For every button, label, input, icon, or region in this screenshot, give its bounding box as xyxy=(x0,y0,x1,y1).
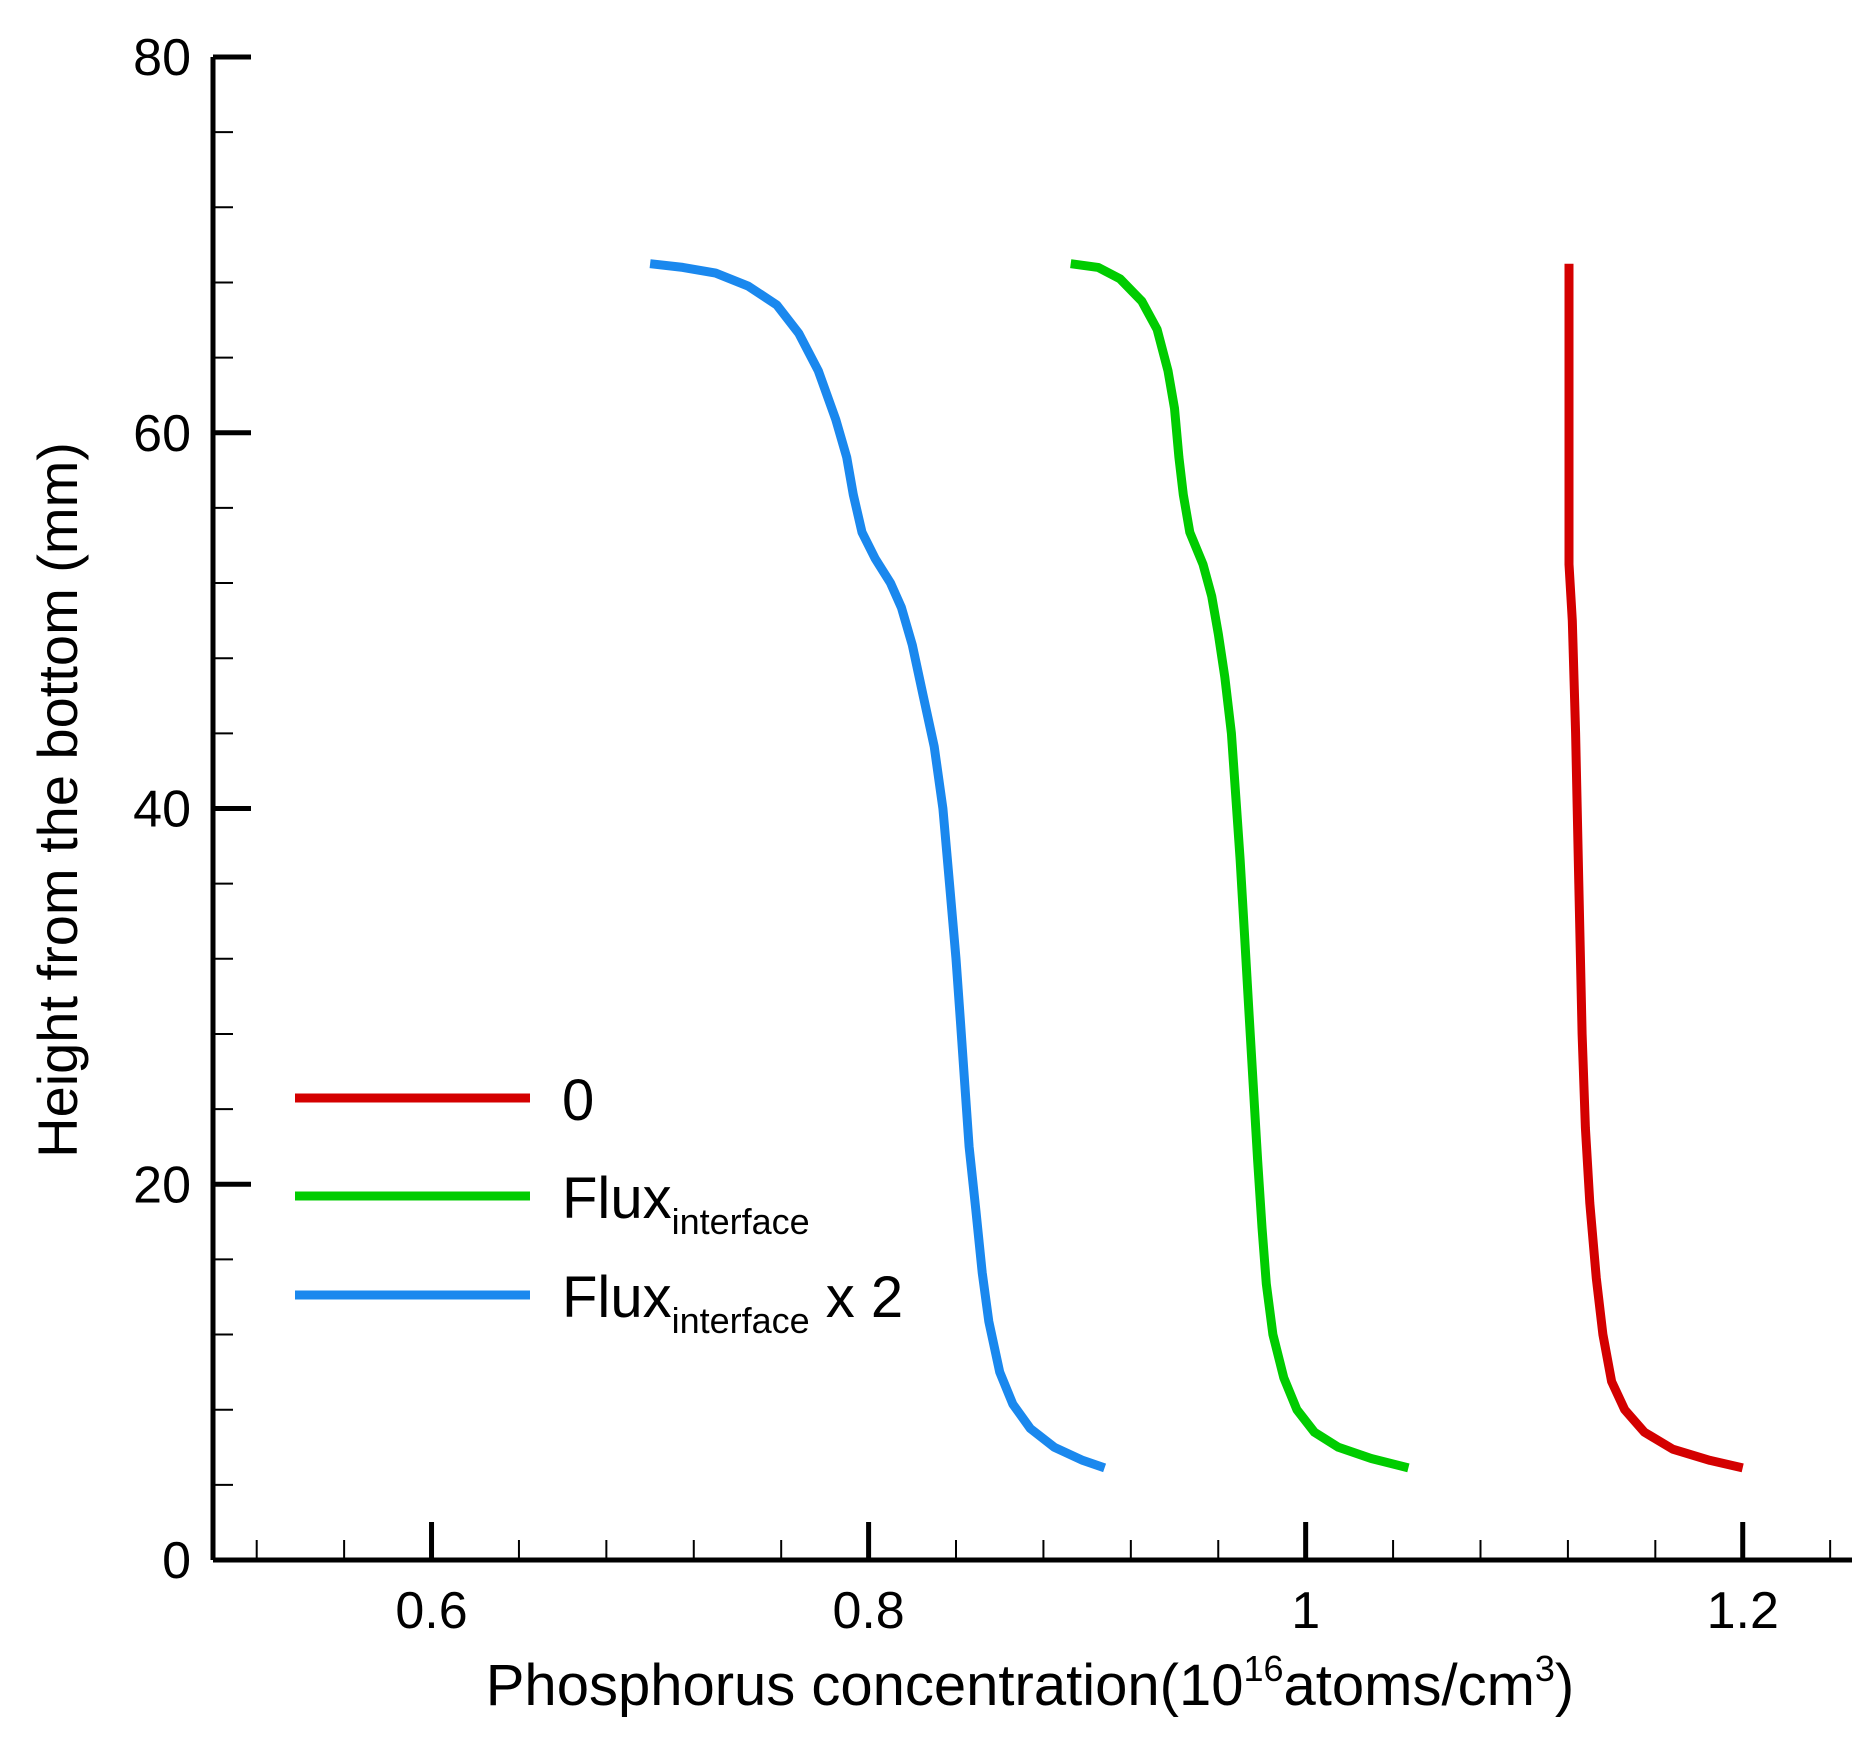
series-line-3 xyxy=(649,259,1107,1473)
legend-label-2: Fluxinterface xyxy=(562,1166,810,1242)
x-tick-label: 0.8 xyxy=(832,1582,904,1640)
x-tick-label: 1 xyxy=(1291,1582,1320,1640)
y-tick-label: 80 xyxy=(133,29,191,87)
x-axis-label-sup: 16 xyxy=(1243,1648,1283,1689)
y-tick-label: 20 xyxy=(133,1156,191,1214)
legend-label-main: 0 xyxy=(562,1068,594,1133)
y-tick-label: 0 xyxy=(162,1532,191,1590)
y-axis-label: Height from the bottom (mm) xyxy=(26,442,89,1158)
legend-label-subscript: interface xyxy=(672,1300,810,1341)
x-axis-label-main: Phosphorus concentration(10 xyxy=(486,1653,1244,1718)
plot-area xyxy=(649,259,1744,1473)
y-tick-label: 40 xyxy=(133,781,191,839)
legend-label-1: 0 xyxy=(562,1068,594,1133)
x-axis-label: Phosphorus concentration(1016atoms/cm3) xyxy=(486,1648,1575,1718)
x-tick-label: 0.6 xyxy=(395,1582,467,1640)
legend-label-subscript: interface xyxy=(672,1201,810,1242)
series-line-1 xyxy=(1564,263,1744,1473)
legend-label-suffix: x 2 xyxy=(810,1265,904,1330)
x-axis-label-sup2: 3 xyxy=(1535,1648,1555,1689)
y-tick-label: 60 xyxy=(133,405,191,463)
legend-label-main: Flux xyxy=(562,1166,672,1231)
axes: 0.6 0.8 1 1.2 0 20 40 60 80 xyxy=(133,29,1852,1640)
x-tick-label: 1.2 xyxy=(1707,1582,1779,1640)
series-line-2 xyxy=(1070,259,1410,1473)
x-axis-label-mid: atoms/cm xyxy=(1284,1653,1535,1718)
legend-label-3: Fluxinterface x 2 xyxy=(562,1265,903,1341)
x-axis-label-end: ) xyxy=(1555,1653,1574,1718)
legend-label-main: Flux xyxy=(562,1265,672,1330)
